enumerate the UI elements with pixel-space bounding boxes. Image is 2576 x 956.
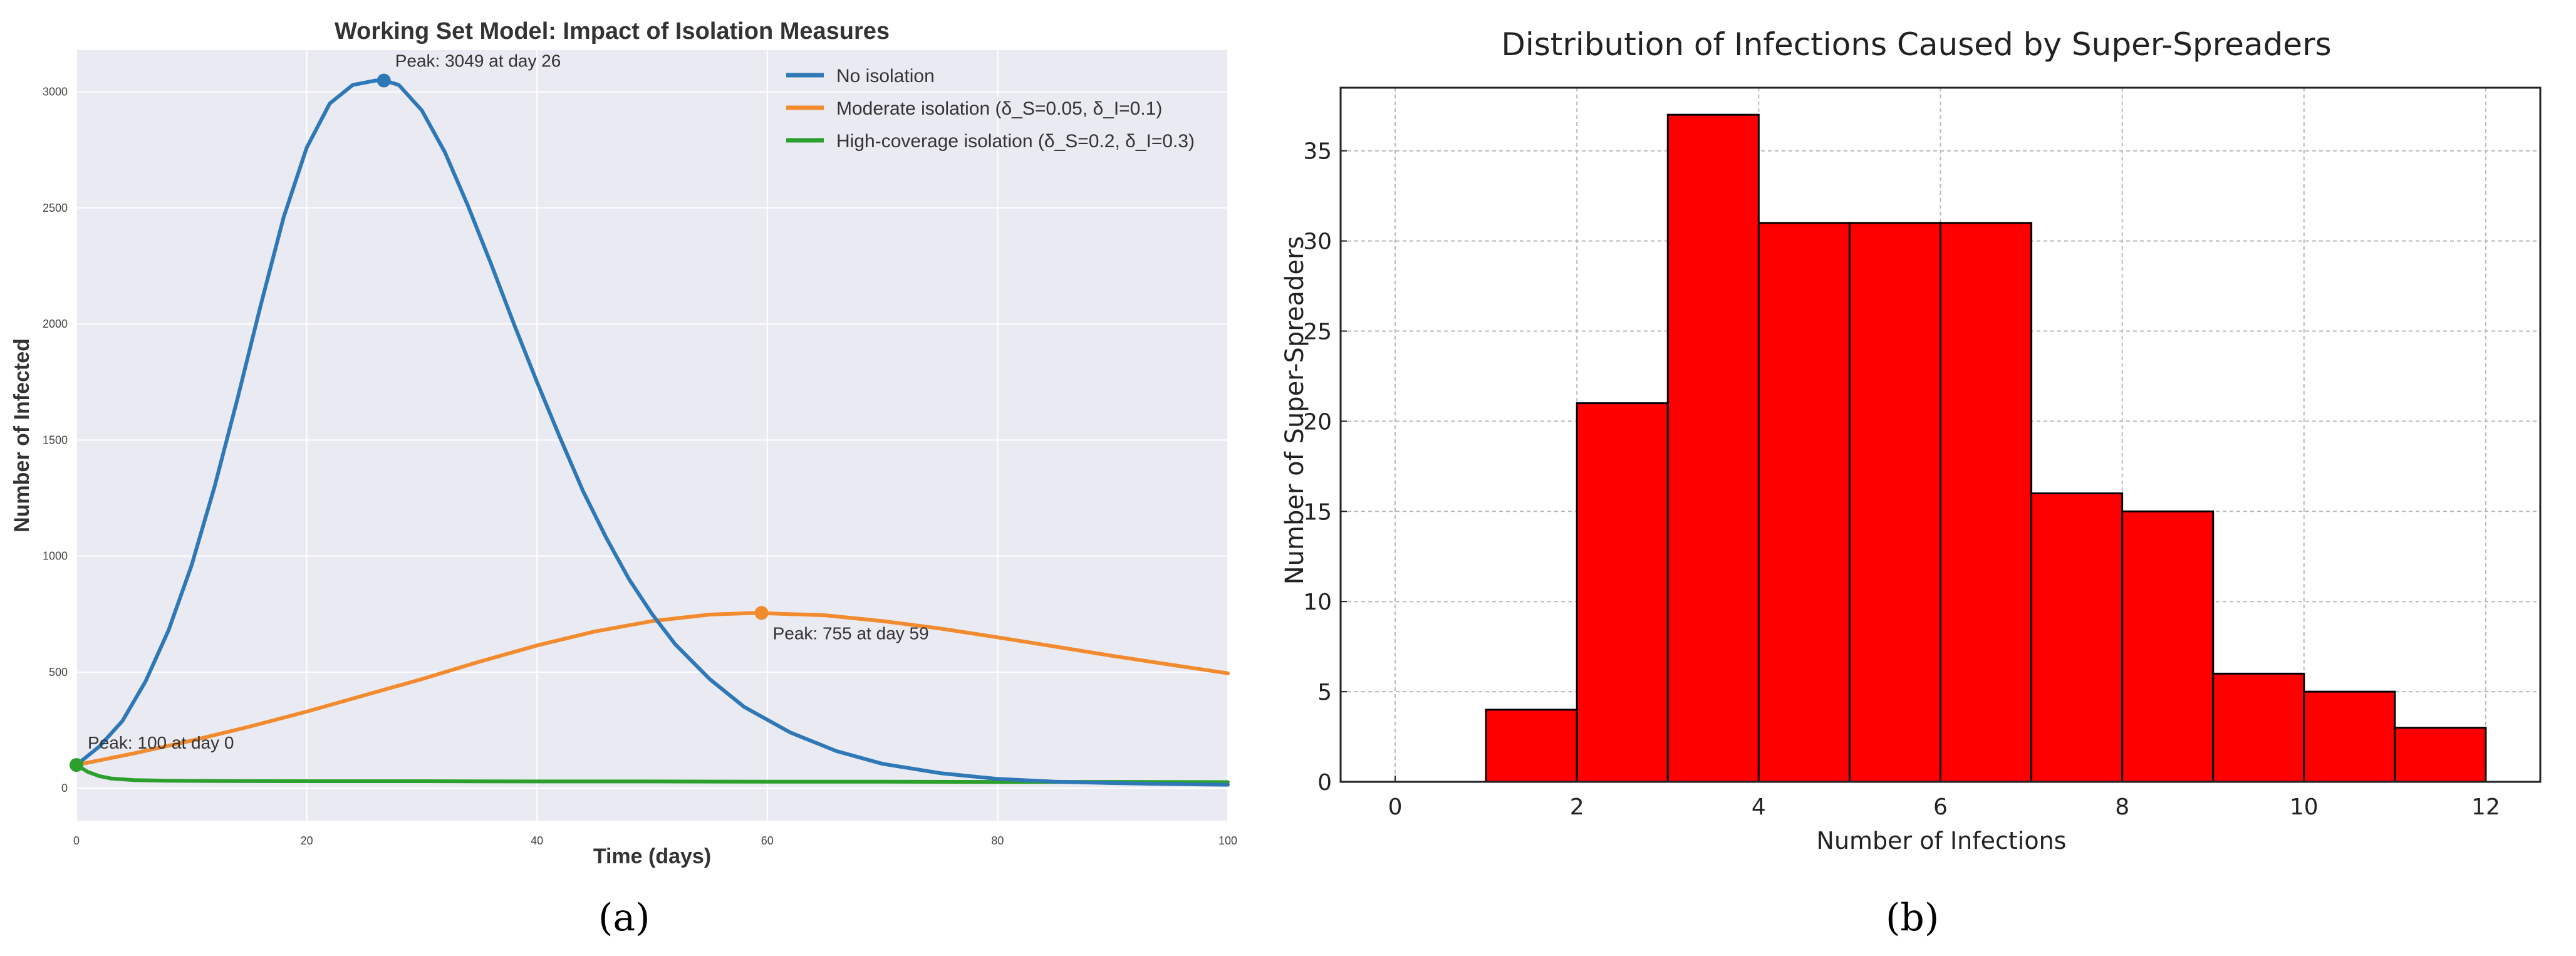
chart-a-xtick-label: 100 — [1218, 834, 1237, 847]
chart-b-ylabel: Number of Super-Spreaders — [1280, 236, 1309, 585]
chart-b-xtick-label: 12 — [2471, 794, 2500, 820]
histogram-bar — [2212, 672, 2305, 783]
chart-a-ytick-label: 2000 — [43, 318, 68, 330]
chart-a-ytick-label: 3000 — [43, 86, 68, 98]
chart-b-ytick-label: 15 — [1303, 499, 1332, 525]
chart-a-ytick-label: 1500 — [43, 434, 68, 446]
series-line-no-isolation — [75, 78, 1230, 787]
histogram-bar — [1848, 222, 1942, 783]
chart-b-ytick-label: 35 — [1303, 139, 1332, 165]
histogram-bar — [1576, 402, 1669, 783]
chart-a-ylabel: Number of Infected — [10, 338, 34, 533]
histogram-bar — [1485, 709, 1578, 783]
chart-a-xtick-label: 40 — [531, 834, 543, 847]
chart-a-ytick-label: 1000 — [43, 550, 68, 563]
peak-marker-no-isolation — [377, 73, 391, 88]
chart-a-ytick-label: 500 — [49, 666, 68, 678]
chart-b-ytick-label: 5 — [1317, 680, 1332, 705]
chart-a-title: Working Set Model: Impact of Isolation M… — [335, 18, 890, 44]
chart-b-bars — [1485, 113, 2487, 783]
chart-b-xtick-label: 8 — [2115, 794, 2129, 820]
legend-label-moderate: Moderate isolation (δ_S=0.05, δ_I=0.1) — [836, 98, 1162, 119]
chart-b-ytick-label: 25 — [1303, 320, 1332, 345]
chart-b-xtick-label: 4 — [1752, 794, 1766, 820]
chart-b-xtick-label: 10 — [2290, 794, 2319, 820]
histogram-bar — [2030, 492, 2124, 783]
histogram-bar — [2121, 510, 2215, 783]
bar-chart-super-spreaders: Distribution of Infections Caused by Sup… — [1280, 26, 2542, 855]
chart-b-ytick-label: 30 — [1303, 229, 1332, 255]
chart-a-lines — [75, 78, 1230, 787]
chart-b-xlabel: Number of Infections — [1817, 827, 2067, 855]
peak-annotation-label: Peak: 100 at day 0 — [88, 733, 234, 752]
peak-annotation-label: Peak: 3049 at day 26 — [395, 51, 561, 71]
chart-a-annotations: Peak: 3049 at day 26 Peak: 755 at day 59 P… — [70, 51, 929, 772]
chart-a-xlabel: Time (days) — [593, 844, 711, 868]
chart-b-xtick-label: 2 — [1570, 794, 1584, 820]
peak-marker-moderate — [754, 606, 769, 620]
histogram-bar — [1757, 222, 1851, 783]
chart-b-ytick-label: 0 — [1317, 770, 1332, 796]
line-chart-isolation: Working Set Model: Impact of Isolation M… — [10, 18, 1237, 868]
legend-label-no-isolation: No isolation — [836, 66, 935, 86]
chart-a-grid — [76, 50, 1228, 821]
panel-a-label: (a) — [598, 896, 650, 940]
chart-b-xtick-label: 6 — [1933, 794, 1948, 820]
chart-a-ytick-label: 0 — [61, 782, 68, 794]
legend-label-high-coverage: High-coverage isolation (δ_S=0.2, δ_I=0.… — [836, 131, 1195, 152]
chart-a-xtick-label: 60 — [761, 834, 774, 847]
chart-b-xtick-label: 0 — [1388, 794, 1403, 820]
chart-a-legend: No isolation Moderate isolation (δ_S=0.0… — [786, 66, 1195, 152]
chart-a-plot-area — [76, 50, 1228, 821]
chart-a-xtick-label: 80 — [991, 834, 1004, 847]
histogram-bar — [1940, 222, 2033, 783]
histogram-bar — [2303, 690, 2396, 783]
peak-marker-high-coverage — [70, 758, 83, 772]
series-line-moderate — [75, 611, 1230, 767]
chart-b-frame — [1339, 86, 2542, 783]
chart-b-ytick-label: 10 — [1303, 590, 1332, 615]
chart-a-xtick-label: 0 — [73, 834, 80, 847]
histogram-bar — [2394, 727, 2487, 783]
series-line-high-coverage — [75, 763, 1230, 784]
peak-annotation-label: Peak: 755 at day 59 — [773, 623, 929, 643]
chart-b-ticks: 0 2 4 6 8 10 12 0 5 10 15 20 25 30 35 — [1303, 86, 2542, 820]
chart-b-ytick-label: 20 — [1303, 409, 1332, 435]
chart-a-xtick-label: 20 — [301, 834, 313, 847]
panel-b-label: (b) — [1886, 896, 1940, 940]
chart-a-ytick-label: 2500 — [43, 202, 68, 214]
histogram-bar — [1666, 113, 1760, 783]
chart-b-title: Distribution of Infections Caused by Sup… — [1501, 26, 2331, 63]
